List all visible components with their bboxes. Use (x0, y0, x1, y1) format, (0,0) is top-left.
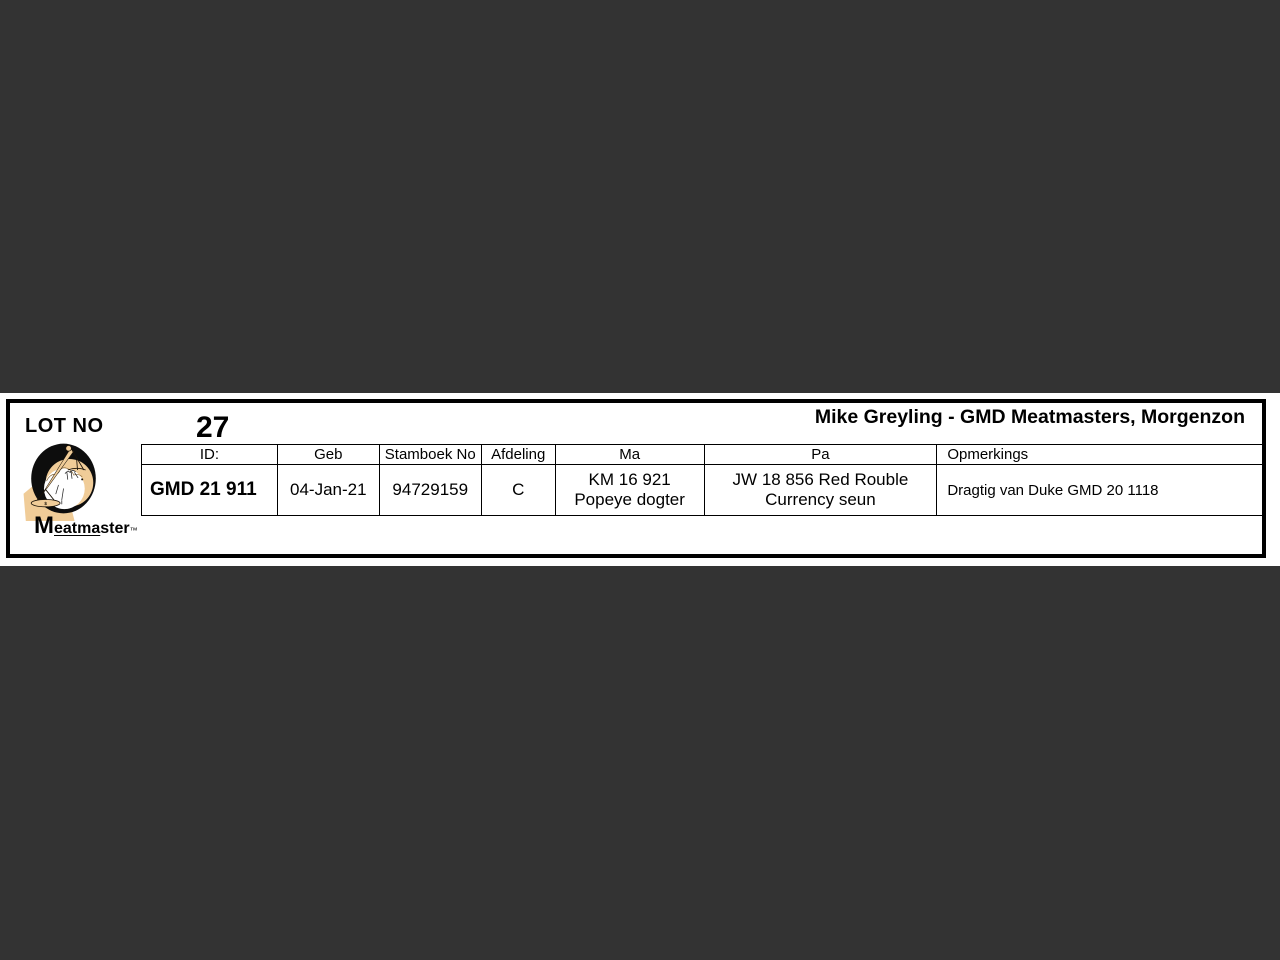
svg-text:$: $ (44, 501, 47, 506)
